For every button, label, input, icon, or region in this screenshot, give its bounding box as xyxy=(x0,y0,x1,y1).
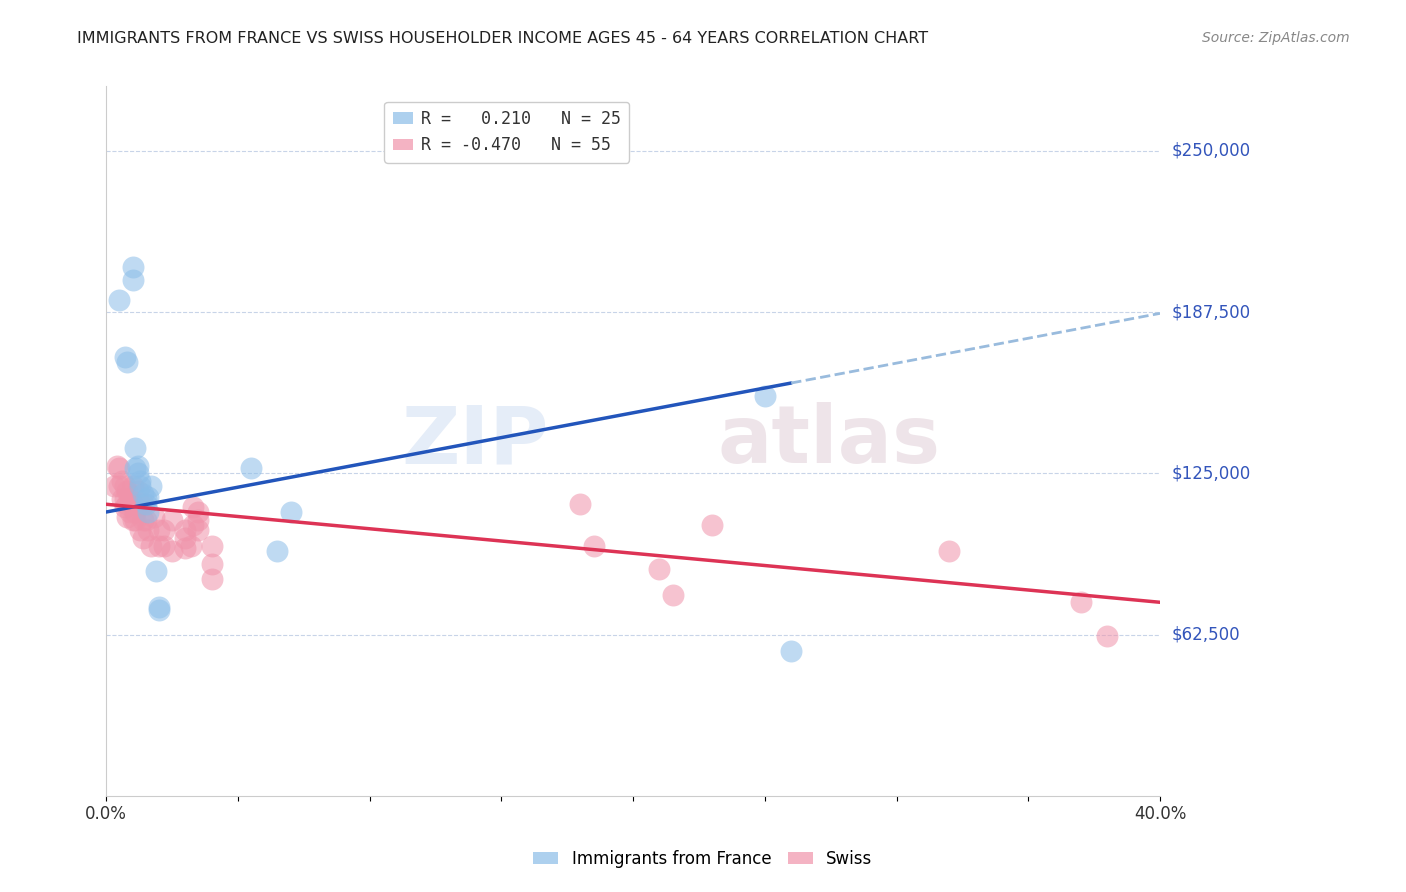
Point xyxy=(132,497,155,511)
Point xyxy=(266,543,288,558)
Point xyxy=(117,355,139,369)
Point xyxy=(148,600,170,615)
Point xyxy=(127,484,149,499)
Legend: R =   0.210   N = 25, R = -0.470   N = 55: R = 0.210 N = 25, R = -0.470 N = 55 xyxy=(384,102,628,162)
Point xyxy=(174,541,197,555)
Point xyxy=(187,523,209,537)
Point xyxy=(280,505,302,519)
Point xyxy=(153,523,176,537)
Point xyxy=(117,510,139,524)
Text: ZIP: ZIP xyxy=(402,402,548,480)
Text: Source: ZipAtlas.com: Source: ZipAtlas.com xyxy=(1202,31,1350,45)
Point xyxy=(135,497,157,511)
Point xyxy=(1097,629,1119,643)
Point xyxy=(114,492,136,507)
Point xyxy=(938,543,960,558)
Point xyxy=(121,479,143,493)
Point xyxy=(121,513,143,527)
Legend: Immigrants from France, Swiss: Immigrants from France, Swiss xyxy=(527,844,879,875)
Point xyxy=(105,458,128,473)
Point xyxy=(180,539,202,553)
Point xyxy=(187,505,209,519)
Point xyxy=(121,273,143,287)
Point xyxy=(127,458,149,473)
Point xyxy=(124,441,146,455)
Point xyxy=(174,531,197,545)
Point xyxy=(103,479,125,493)
Point xyxy=(1070,595,1092,609)
Point xyxy=(121,260,143,274)
Point xyxy=(240,461,263,475)
Point xyxy=(153,539,176,553)
Point xyxy=(108,461,131,475)
Point xyxy=(142,510,165,524)
Point xyxy=(124,461,146,475)
Point xyxy=(127,467,149,481)
Point xyxy=(174,523,197,537)
Text: $62,500: $62,500 xyxy=(1171,625,1240,643)
Point xyxy=(160,543,183,558)
Point xyxy=(160,513,183,527)
Point xyxy=(108,479,131,493)
Point xyxy=(111,492,134,507)
Point xyxy=(117,497,139,511)
Point xyxy=(132,513,155,527)
Point xyxy=(780,644,803,658)
Point xyxy=(138,490,160,504)
Text: $187,500: $187,500 xyxy=(1171,303,1250,321)
Point xyxy=(124,513,146,527)
Point xyxy=(132,531,155,545)
Point xyxy=(129,479,152,493)
Text: $250,000: $250,000 xyxy=(1171,142,1250,160)
Point xyxy=(148,523,170,537)
Point xyxy=(139,539,162,553)
Point xyxy=(118,492,141,507)
Point xyxy=(181,500,204,514)
Point xyxy=(201,557,224,571)
Point xyxy=(114,479,136,493)
Point xyxy=(569,497,592,511)
Point xyxy=(754,389,776,403)
Point xyxy=(582,539,605,553)
Point xyxy=(148,603,170,617)
Point xyxy=(135,492,157,507)
Point xyxy=(129,523,152,537)
Point xyxy=(108,293,131,308)
Point xyxy=(187,513,209,527)
Point xyxy=(145,565,167,579)
Text: IMMIGRANTS FROM FRANCE VS SWISS HOUSEHOLDER INCOME AGES 45 - 64 YEARS CORRELATIO: IMMIGRANTS FROM FRANCE VS SWISS HOUSEHOL… xyxy=(77,31,928,46)
Point xyxy=(121,497,143,511)
Point xyxy=(129,474,152,488)
Point xyxy=(201,539,224,553)
Point xyxy=(129,497,152,511)
Point xyxy=(648,562,671,576)
Text: atlas: atlas xyxy=(717,402,941,480)
Point xyxy=(661,588,683,602)
Point xyxy=(135,513,157,527)
Point xyxy=(201,572,224,586)
Point xyxy=(148,539,170,553)
Point xyxy=(118,505,141,519)
Point xyxy=(114,500,136,514)
Point xyxy=(124,505,146,519)
Point xyxy=(114,350,136,364)
Point xyxy=(111,474,134,488)
Point xyxy=(139,479,162,493)
Point xyxy=(138,505,160,519)
Point xyxy=(138,523,160,537)
Point xyxy=(132,487,155,501)
Point xyxy=(702,517,724,532)
Text: $125,000: $125,000 xyxy=(1171,465,1250,483)
Point xyxy=(181,517,204,532)
Point xyxy=(117,484,139,499)
